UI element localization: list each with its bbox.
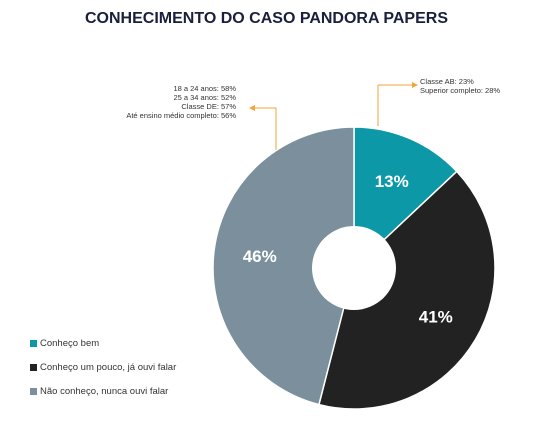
callout-line-left xyxy=(254,107,277,150)
legend: Conheço bem Conheço um pouco, já ouvi fa… xyxy=(30,337,176,409)
annotation-left-line: 18 a 24 anos: 58% xyxy=(173,84,236,93)
legend-item-conheco-bem: Conheço bem xyxy=(30,337,176,349)
annotation-right: Classe AB: 23% Superior completo: 28% xyxy=(420,77,500,95)
legend-label: Não conheço, nunca ouvi falar xyxy=(40,385,169,397)
donut-hole xyxy=(312,226,396,310)
legend-label: Conheço um pouco, já ouvi falar xyxy=(40,361,177,373)
slice-value-label: 46% xyxy=(243,247,277,266)
legend-swatch xyxy=(30,339,37,347)
legend-item-nao-conheco: Não conheço, nunca ouvi falar xyxy=(30,385,176,397)
legend-item-conheco-pouco: Conheço um pouco, já ouvi falar xyxy=(30,361,176,373)
annotation-left-line: Classe DE: 57% xyxy=(181,102,236,111)
legend-swatch xyxy=(30,363,37,371)
callout-arrow-left xyxy=(249,105,255,111)
annotation-left-line: 25 a 34 anos: 52% xyxy=(173,93,236,102)
annotation-left: 18 a 24 anos: 58% 25 a 34 anos: 52% Clas… xyxy=(126,84,236,120)
annotation-right-line: Superior completo: 28% xyxy=(420,86,501,95)
annotation-left-line: Até ensino médio completo: 56% xyxy=(126,111,236,120)
slice-value-label: 13% xyxy=(375,172,409,191)
chart-title: CONHECIMENTO DO CASO PANDORA PAPERS xyxy=(85,10,448,27)
callout-arrow-right xyxy=(412,82,418,88)
legend-label: Conheço bem xyxy=(40,337,100,349)
slice-nao-conheco xyxy=(212,126,355,406)
annotation-right-line: Classe AB: 23% xyxy=(420,77,474,86)
slice-conheco-pouco xyxy=(318,170,496,410)
legend-swatch xyxy=(30,387,37,395)
slice-conheco-bem xyxy=(353,126,458,270)
slice-value-label: 41% xyxy=(419,307,453,326)
